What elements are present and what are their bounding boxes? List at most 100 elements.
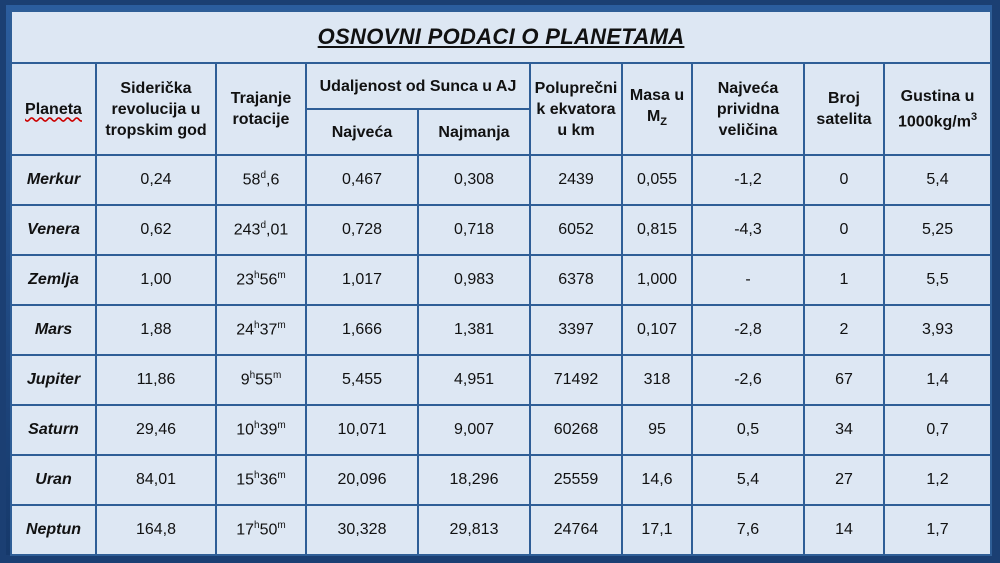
- cell-revolution: 11,86: [95, 354, 217, 406]
- cell-satellites: 67: [803, 354, 885, 406]
- table-row: Neptun 164,8 17h50m 30,328 29,813 24764 17,1 7,…: [10, 504, 993, 556]
- cell-name: Venera: [10, 204, 97, 256]
- cell-name: Uran: [10, 454, 97, 506]
- rotation-value: 58: [242, 171, 261, 189]
- cell-magnitude: -1,2: [691, 154, 805, 206]
- cell-revolution: 0,62: [95, 204, 217, 256]
- rotation-unit: h: [249, 370, 256, 382]
- cell-revolution: 84,01: [95, 454, 217, 506]
- table-row: Venera 0,62 243d,01 0,728 0,718 6052 0,815 -4,3…: [10, 204, 993, 256]
- cell-revolution: 29,46: [95, 404, 217, 456]
- cell-radius: 6052: [529, 204, 623, 256]
- cell-dmax: 5,455: [305, 354, 419, 406]
- cell-mass: 14,6: [621, 454, 693, 506]
- cell-density: 1,4: [882, 354, 993, 406]
- cell-dmax: 20,096: [305, 454, 419, 506]
- cell-mass: 17,1: [621, 504, 693, 556]
- cell-density: 5,4: [882, 154, 993, 206]
- cell-density: 5,25: [882, 204, 993, 256]
- cell-name: Neptun: [10, 504, 97, 556]
- cell-name: Zemlja: [10, 254, 97, 306]
- header-mass-label: Masa u M: [629, 86, 685, 125]
- rotation-value: 243: [233, 221, 261, 239]
- rotation-unit: h: [254, 520, 260, 532]
- table-row: Jupiter 11,86 9h55m 5,455 4,951 71492 318 -2,6 6…: [10, 354, 993, 406]
- cell-name: Merkur: [10, 154, 97, 206]
- cell-radius: 2439: [529, 154, 623, 206]
- rotation-value: 23: [236, 271, 255, 289]
- header-radius: Poluprečni k ekvatora u km: [529, 62, 623, 156]
- cell-density: 5,5: [882, 254, 993, 306]
- header-magnitude: Najveća prividna veličina: [691, 62, 805, 156]
- header-density-sup: 3: [970, 110, 978, 123]
- rotation-value: 24: [236, 321, 255, 339]
- header-density-label: Gustina u 1000kg/m: [898, 87, 975, 131]
- cell-dmin: 18,296: [417, 454, 531, 506]
- table-row: Saturn 29,46 10h39m 10,071 9,007 60268 95 0,5 34…: [10, 404, 993, 456]
- cell-satellites: 14: [803, 504, 885, 556]
- cell-radius: 6378: [529, 254, 623, 306]
- header-mass: Masa u MZ: [621, 62, 693, 156]
- header-planeta-label: Planeta: [25, 100, 82, 118]
- rotation-value: 17: [236, 521, 255, 539]
- cell-satellites: 1: [803, 254, 885, 306]
- cell-mass: 95: [621, 404, 693, 456]
- cell-rotation: 243d,01: [215, 204, 307, 256]
- planet-data-table: OSNOVNI PODACI O PLANETAMA Planeta Sider…: [9, 10, 993, 556]
- cell-density: 1,7: [882, 504, 993, 556]
- header-mass-sub: Z: [660, 116, 668, 129]
- cell-magnitude: -: [691, 254, 805, 306]
- cell-radius: 3397: [529, 304, 623, 356]
- cell-satellites: 34: [803, 404, 885, 456]
- rotation-value: 37: [259, 321, 278, 339]
- cell-dmin: 1,381: [417, 304, 531, 356]
- cell-mass: 0,815: [621, 204, 693, 256]
- cell-satellites: 0: [803, 154, 885, 206]
- cell-satellites: 0: [803, 204, 885, 256]
- rotation-value: 56: [259, 271, 278, 289]
- rotation-value: 39: [259, 421, 278, 439]
- rotation-unit: d: [260, 220, 266, 232]
- cell-density: 3,93: [882, 304, 993, 356]
- cell-rotation: 17h50m: [215, 504, 307, 556]
- cell-radius: 71492: [529, 354, 623, 406]
- cell-magnitude: 0,5: [691, 404, 805, 456]
- rotation-value: 50: [259, 521, 278, 539]
- rotation-unit: m: [277, 520, 286, 532]
- cell-mass: 0,055: [621, 154, 693, 206]
- header-density: Gustina u 1000kg/m3: [882, 62, 993, 156]
- rotation-value: 36: [259, 471, 278, 489]
- rotation-value: 15: [236, 471, 255, 489]
- rotation-unit: d: [260, 170, 266, 182]
- cell-name: Saturn: [10, 404, 97, 456]
- cell-mass: 318: [621, 354, 693, 406]
- cell-revolution: 1,00: [95, 254, 217, 306]
- cell-mass: 1,000: [621, 254, 693, 306]
- cell-satellites: 2: [803, 304, 885, 356]
- cell-dmin: 0,983: [417, 254, 531, 306]
- rotation-value: 10: [236, 421, 255, 439]
- cell-density: 0,7: [882, 404, 993, 456]
- cell-dmin: 0,718: [417, 204, 531, 256]
- cell-rotation: 24h37m: [215, 304, 307, 356]
- rotation-unit: m: [277, 320, 286, 332]
- table-row: Zemlja 1,00 23h56m 1,017 0,983 6378 1,000-1 5,5: [10, 254, 993, 306]
- rotation-value: 55: [255, 371, 273, 389]
- rotation-unit: m: [277, 420, 286, 432]
- cell-dmin: 0,308: [417, 154, 531, 206]
- rotation-unit: m: [277, 470, 286, 482]
- cell-dmin: 9,007: [417, 404, 531, 456]
- cell-dmax: 0,728: [305, 204, 419, 256]
- cell-rotation: 10h39m: [215, 404, 307, 456]
- cell-revolution: 1,88: [95, 304, 217, 356]
- rotation-value: ,6: [266, 171, 280, 189]
- header-distance-min: Najmanja: [417, 108, 531, 156]
- rotation-unit: m: [272, 370, 282, 382]
- rotation-value: ,01: [266, 221, 289, 239]
- cell-magnitude: -2,8: [691, 304, 805, 356]
- cell-name: Mars: [10, 304, 97, 356]
- cell-dmax: 10,071: [305, 404, 419, 456]
- cell-satellites: 27: [803, 454, 885, 506]
- header-planeta: Planeta: [10, 62, 97, 156]
- cell-magnitude: 5,4: [691, 454, 805, 506]
